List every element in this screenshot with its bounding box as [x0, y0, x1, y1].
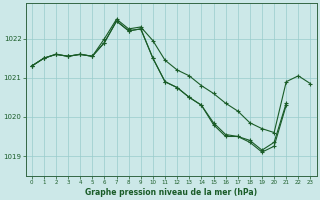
X-axis label: Graphe pression niveau de la mer (hPa): Graphe pression niveau de la mer (hPa)	[85, 188, 257, 197]
